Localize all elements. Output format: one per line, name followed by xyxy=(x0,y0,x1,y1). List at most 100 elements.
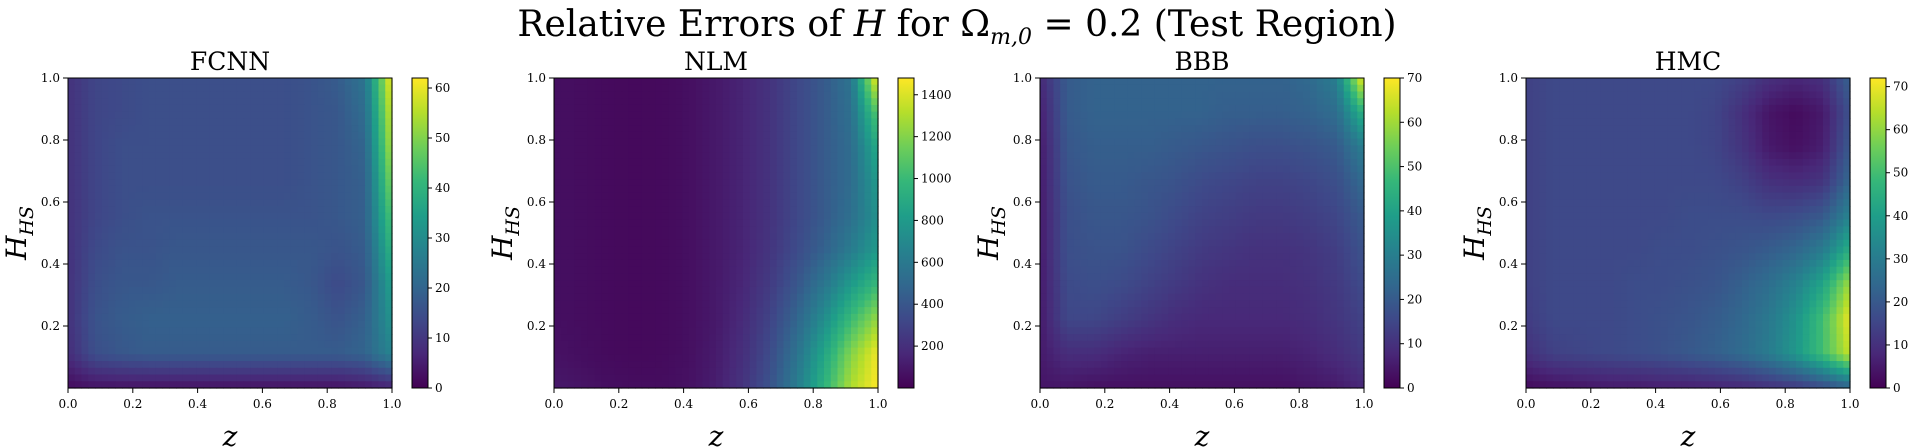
heatmap-cell xyxy=(682,280,690,288)
heatmap-cell xyxy=(1141,78,1149,86)
heatmap-cell xyxy=(182,172,191,180)
heatmap-cell xyxy=(655,293,663,301)
heatmap-cell xyxy=(216,165,224,173)
heatmap-cell xyxy=(581,259,589,268)
heatmap-cell xyxy=(182,91,191,99)
heatmap-cell xyxy=(770,293,778,301)
heatmap-cell xyxy=(378,172,386,180)
heatmap-cell xyxy=(169,111,177,120)
heatmap-cell xyxy=(574,354,582,362)
heatmap-cell xyxy=(837,367,845,376)
panel-title: FCNN xyxy=(190,47,270,76)
heatmap-cell xyxy=(641,233,650,241)
heatmap-cell xyxy=(182,233,191,241)
heatmap-cell xyxy=(574,280,582,288)
heatmap-cell xyxy=(378,98,386,106)
heatmap-cell xyxy=(1080,111,1088,120)
heatmap-cell xyxy=(317,347,326,355)
heatmap-cell xyxy=(608,192,616,200)
heatmap-cell xyxy=(581,246,589,254)
heatmap-cell xyxy=(142,199,150,207)
heatmap-cell xyxy=(216,98,224,106)
heatmap-cell xyxy=(722,145,731,153)
heatmap-cell xyxy=(365,286,373,295)
heatmap-cell xyxy=(88,280,96,288)
heatmap-cell xyxy=(709,91,717,99)
heatmap-cell xyxy=(743,239,751,248)
heatmap-cell xyxy=(128,185,137,194)
heatmap-cell xyxy=(837,361,845,369)
heatmap-cell xyxy=(365,138,373,146)
heatmap-cell xyxy=(749,361,758,369)
heatmap-cell xyxy=(371,111,380,120)
heatmap-cell xyxy=(770,158,778,167)
heatmap-cell xyxy=(797,98,805,106)
heatmap-cell xyxy=(817,233,825,241)
heatmap-cell xyxy=(378,233,386,241)
heatmap-cell xyxy=(668,192,677,200)
heatmap-cell xyxy=(783,233,791,241)
heatmap-cell xyxy=(857,179,866,187)
heatmap-cell xyxy=(864,361,872,369)
heatmap-cell xyxy=(277,293,285,301)
heatmap-cell xyxy=(1289,98,1298,106)
heatmap-cell xyxy=(635,98,643,106)
heatmap-cell xyxy=(682,367,690,376)
heatmap-cell xyxy=(1276,91,1284,99)
heatmap-cell xyxy=(594,179,602,187)
heatmap-cell xyxy=(68,192,76,200)
heatmap-cell xyxy=(243,374,251,382)
heatmap-cell xyxy=(196,381,204,389)
heatmap-cell xyxy=(324,374,332,382)
heatmap-cell xyxy=(257,104,265,113)
heatmap-cell xyxy=(567,307,575,315)
heatmap-cell xyxy=(824,307,832,315)
heatmap-cell xyxy=(230,347,238,355)
heatmap-cell xyxy=(257,84,265,93)
heatmap-cell xyxy=(182,111,191,120)
heatmap-cell xyxy=(149,374,157,382)
heatmap-cell xyxy=(702,300,710,308)
heatmap-cell xyxy=(155,286,164,295)
heatmap-cell xyxy=(115,374,123,382)
heatmap-cell xyxy=(344,111,353,120)
heatmap-cell xyxy=(95,192,103,200)
heatmap-cell xyxy=(851,347,859,355)
heatmap-cell xyxy=(1330,131,1338,140)
heatmap-cell xyxy=(695,361,704,369)
heatmap-cell xyxy=(351,199,359,207)
heatmap-cell xyxy=(317,300,326,308)
heatmap-cell xyxy=(311,347,319,355)
heatmap-cell xyxy=(1222,118,1230,126)
heatmap-cell xyxy=(655,206,663,214)
heatmap-cell xyxy=(628,165,636,173)
heatmap-cell xyxy=(736,104,744,113)
heatmap-cell xyxy=(695,131,704,140)
heatmap-cell xyxy=(749,84,758,93)
heatmap-cell xyxy=(749,131,758,140)
heatmap-cell xyxy=(1181,118,1190,126)
heatmap-cell xyxy=(783,98,791,106)
heatmap-cell xyxy=(257,313,265,322)
heatmap-cell xyxy=(695,300,704,308)
heatmap-cell xyxy=(95,286,103,295)
heatmap-cell xyxy=(385,300,393,308)
heatmap-cell xyxy=(776,367,785,376)
heatmap-cell xyxy=(169,212,177,221)
heatmap-cell xyxy=(304,286,312,295)
heatmap-cell xyxy=(358,145,366,153)
heatmap-cell xyxy=(830,307,839,315)
heatmap-cell xyxy=(783,192,791,200)
heatmap-cell xyxy=(668,219,677,227)
heatmap-cell xyxy=(358,307,366,315)
heatmap-cell xyxy=(722,340,731,349)
heatmap-cell xyxy=(574,206,582,214)
heatmap-cell xyxy=(196,185,204,194)
heatmap-cell xyxy=(324,293,332,301)
heatmap-cell xyxy=(594,374,602,382)
heatmap-cell xyxy=(338,334,346,342)
heatmap-cell xyxy=(196,300,204,308)
heatmap-cell xyxy=(783,104,791,113)
heatmap-cell xyxy=(223,125,231,133)
heatmap-cell xyxy=(736,125,744,133)
